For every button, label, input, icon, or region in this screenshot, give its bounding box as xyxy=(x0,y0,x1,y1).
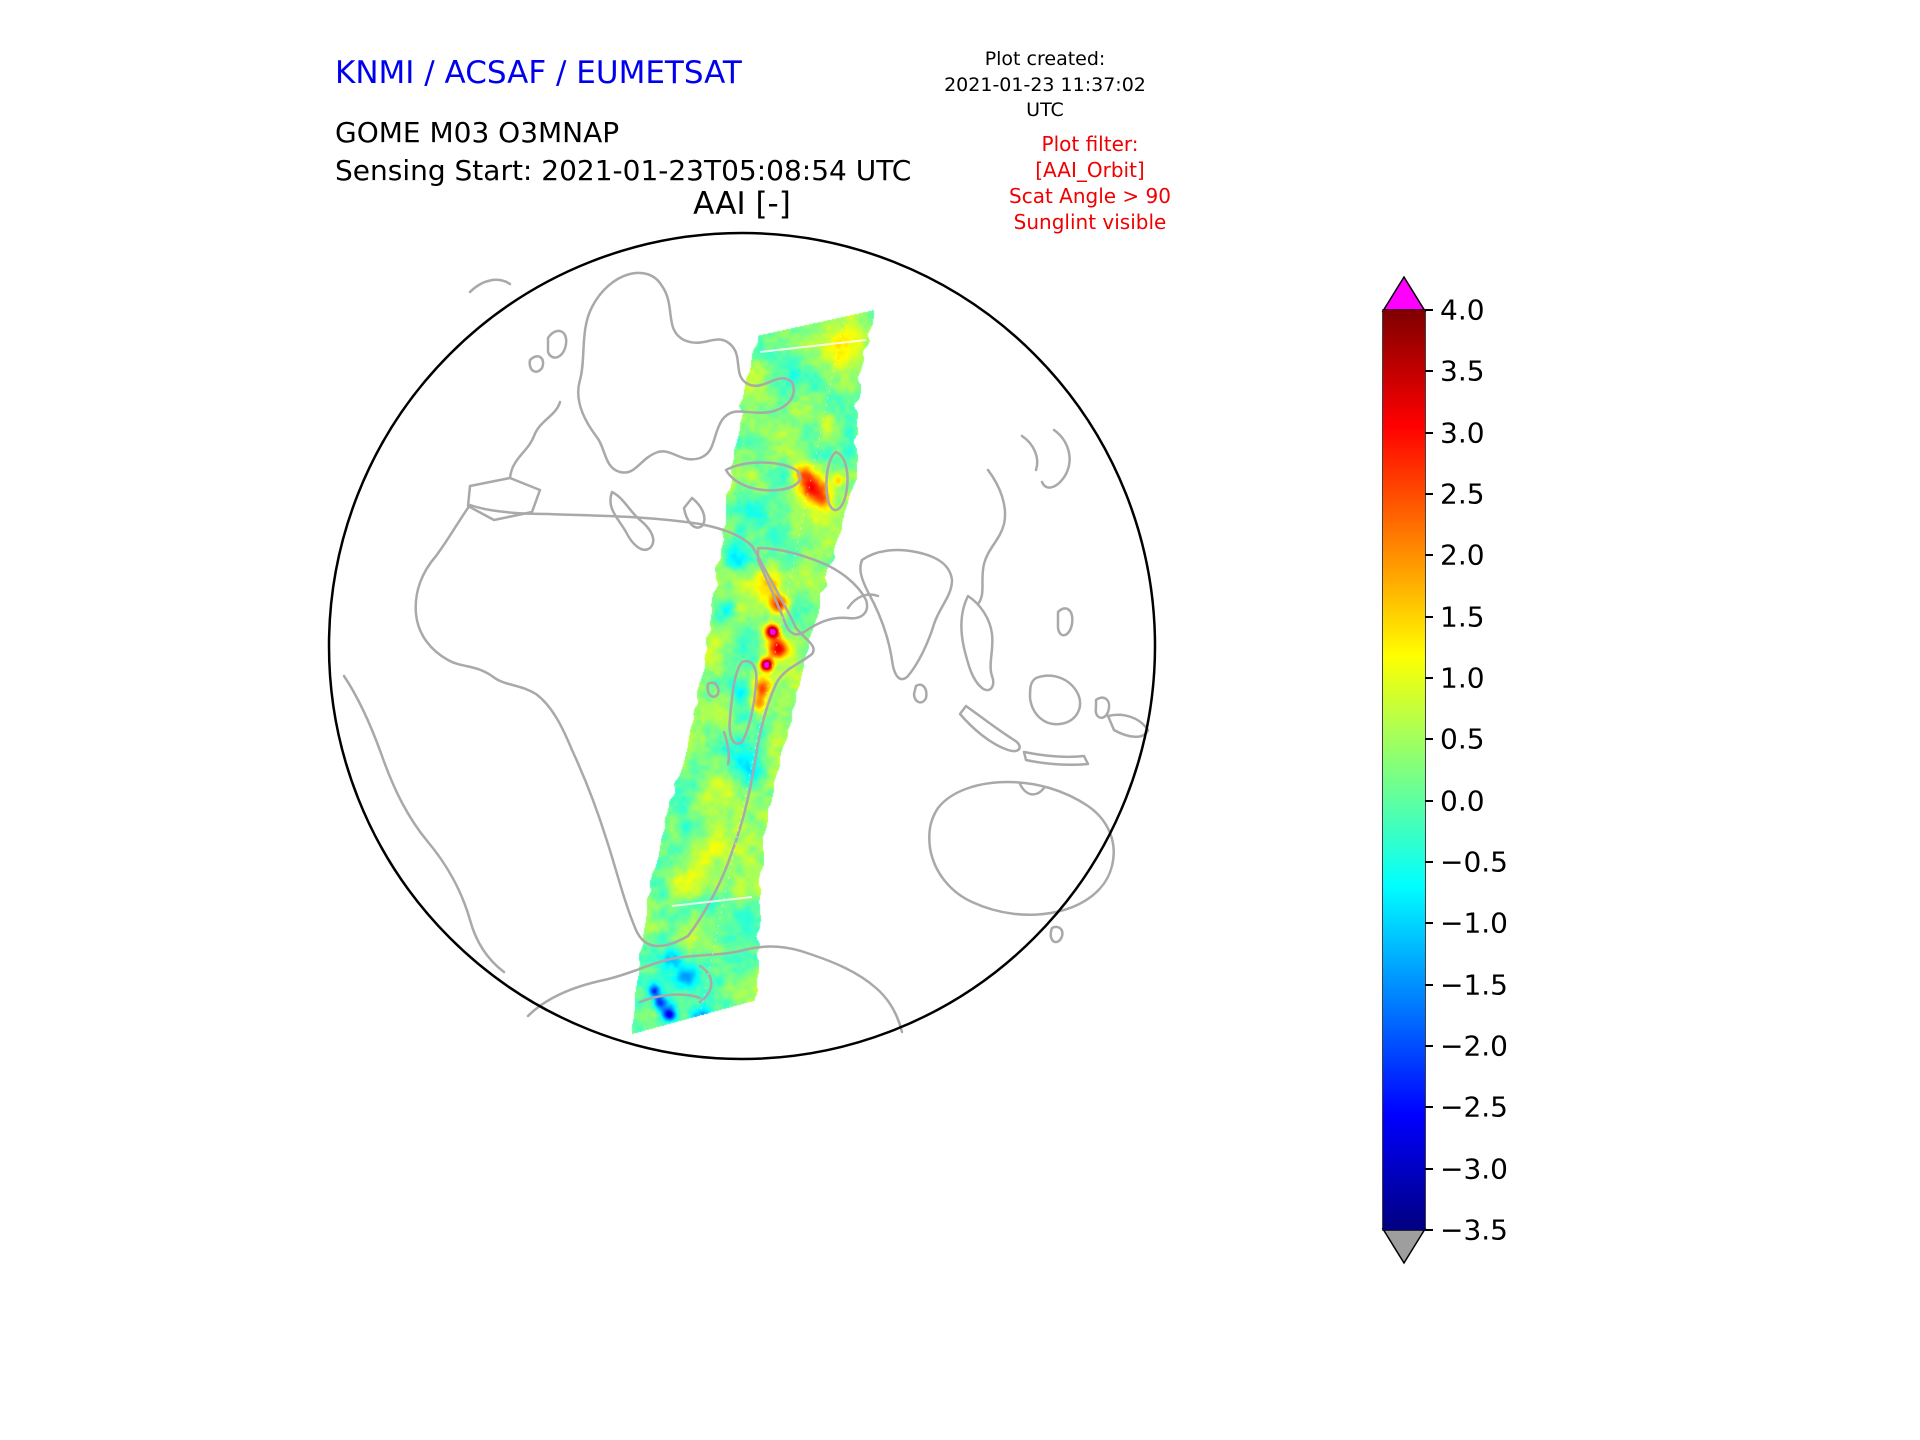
coast-java xyxy=(1022,750,1090,767)
plot-filter-line: Scat Angle > 90 xyxy=(1009,184,1171,208)
colorbar-tick-mark xyxy=(1425,309,1433,311)
coast-sumatra xyxy=(958,704,1021,753)
colorbar-tick-label: 0.5 xyxy=(1440,722,1485,756)
colorbar-tick-label: 2.0 xyxy=(1440,538,1485,572)
colorbar-tick-mark xyxy=(1425,431,1433,434)
colorbar-tick-mark xyxy=(1425,1167,1433,1170)
coast-south-america xyxy=(342,674,506,974)
coast-carpentaria xyxy=(1018,782,1046,796)
coast-sulawesi xyxy=(1094,696,1111,720)
colorbar-tick-mark xyxy=(1425,1106,1433,1109)
colorbar-tick-label: 3.5 xyxy=(1440,354,1485,388)
coast-japan xyxy=(1040,428,1071,489)
plot-title: AAI [-] xyxy=(693,186,791,222)
colorbar-tick-label: 2.5 xyxy=(1440,477,1485,511)
colorbar-tick-label: −2.5 xyxy=(1440,1090,1508,1124)
coast-ireland xyxy=(528,355,545,373)
coast-china xyxy=(976,468,1007,606)
colorbar-tick-mark xyxy=(1425,738,1433,741)
colorbar-tick-label: −3.0 xyxy=(1440,1152,1508,1186)
coast-britain xyxy=(546,329,568,359)
colorbar-tick-mark xyxy=(1425,493,1433,495)
product-line: GOME M03 O3MNAP xyxy=(335,116,620,149)
colorbar-tick-label: 1.0 xyxy=(1440,661,1485,695)
sensing-line: Sensing Start: 2021-01-23T05:08:54 UTC xyxy=(335,154,912,187)
plot-filter-title: Plot filter: xyxy=(1041,132,1139,156)
colorbar-tick-label: −1.5 xyxy=(1440,968,1508,1002)
coast-borneo xyxy=(1028,674,1082,726)
coast-philippines xyxy=(1056,607,1074,637)
plot-filter-line: [AAI_Orbit] xyxy=(1035,158,1145,182)
plot-created-value: 2021-01-23 11:37:02 UTC xyxy=(944,73,1146,122)
plot-created-label: Plot created: xyxy=(984,48,1106,70)
colorbar-tick-label: −0.5 xyxy=(1440,845,1508,879)
coast-greenland xyxy=(468,278,512,294)
org-title: KNMI / ACSAF / EUMETSAT xyxy=(335,55,742,91)
colorbar-tick-mark xyxy=(1425,554,1433,557)
coast-new-guinea xyxy=(1106,713,1150,738)
colorbar-tick-mark xyxy=(1425,677,1433,679)
colorbar-tick-label: 1.5 xyxy=(1440,600,1485,634)
coast-france xyxy=(508,400,562,480)
colorbar-tick-mark xyxy=(1425,1229,1433,1231)
colorbar-over-arrow xyxy=(1381,275,1427,312)
colorbar-tick-label: −3.5 xyxy=(1440,1213,1508,1247)
colorbar-tick-mark xyxy=(1425,799,1433,802)
colorbar-tick-label: 4.0 xyxy=(1440,293,1485,327)
coast-tasmania xyxy=(1049,925,1064,944)
colorbar-tick-mark xyxy=(1425,1045,1433,1047)
coast-indochina xyxy=(960,594,995,692)
coast-korea xyxy=(1020,434,1039,472)
plot-filter: Plot filter: [AAI_Orbit] Scat Angle > 90… xyxy=(980,131,1200,235)
colorbar-tick-mark xyxy=(1425,370,1433,373)
colorbar-tick-label: −2.0 xyxy=(1440,1029,1508,1063)
swath-canvas xyxy=(600,300,900,1040)
plot-created: Plot created: 2021-01-23 11:37:02 UTC xyxy=(925,47,1165,124)
colorbar xyxy=(1383,310,1425,1230)
colorbar-under-arrow xyxy=(1381,1228,1427,1265)
colorbar-tick-mark xyxy=(1425,922,1433,925)
coast-sri-lanka xyxy=(912,683,928,704)
coast-iberia xyxy=(466,476,542,522)
colorbar-tick-label: 0.0 xyxy=(1440,784,1485,818)
plot-filter-line: Sunglint visible xyxy=(1013,210,1167,234)
coast-australia xyxy=(928,780,1115,917)
colorbar-tick-label: −1.0 xyxy=(1440,906,1508,940)
colorbar-tick-label: 3.0 xyxy=(1440,416,1485,450)
colorbar-tick-mark xyxy=(1425,861,1433,863)
colorbar-tick-mark xyxy=(1425,983,1433,986)
colorbar-tick-mark xyxy=(1425,615,1433,618)
